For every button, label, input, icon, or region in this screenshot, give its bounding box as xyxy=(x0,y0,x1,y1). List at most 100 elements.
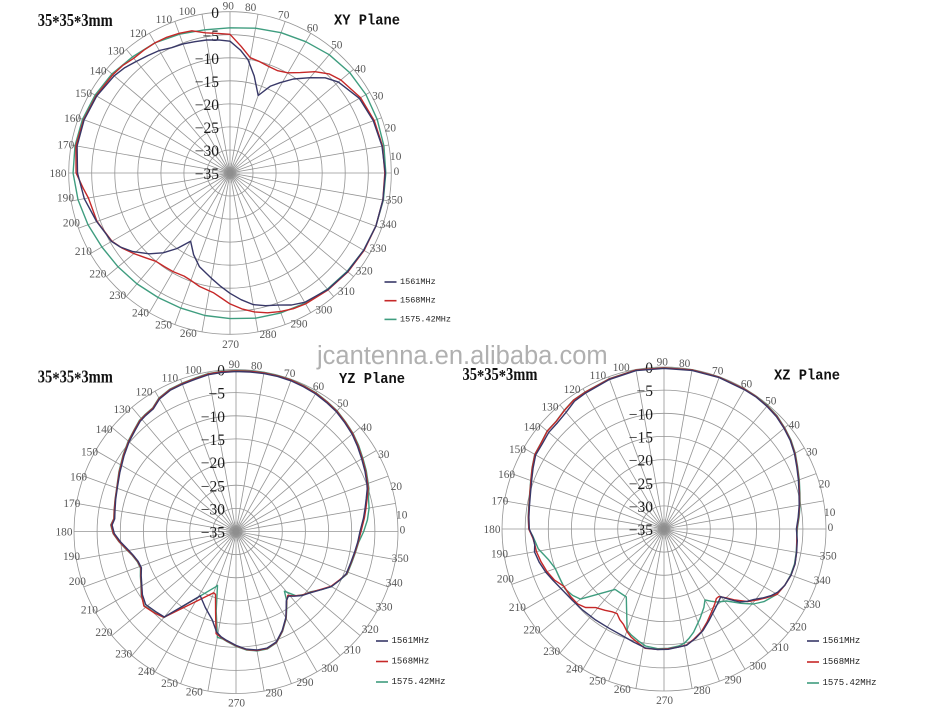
svg-text:160: 160 xyxy=(64,113,81,125)
svg-text:190: 190 xyxy=(63,551,80,563)
svg-text:70: 70 xyxy=(712,365,724,377)
svg-text:80: 80 xyxy=(251,360,263,372)
svg-text:1561MHz: 1561MHz xyxy=(392,636,430,646)
svg-text:50: 50 xyxy=(331,39,343,51)
svg-text:150: 150 xyxy=(509,444,526,456)
svg-text:140: 140 xyxy=(524,421,541,433)
svg-text:20: 20 xyxy=(391,481,403,493)
svg-text:80: 80 xyxy=(245,2,257,14)
svg-text:YZ Plane: YZ Plane xyxy=(339,371,405,388)
svg-text:240: 240 xyxy=(566,663,583,675)
svg-text:200: 200 xyxy=(69,576,86,588)
svg-text:−15: −15 xyxy=(629,430,653,447)
svg-text:−25: −25 xyxy=(201,478,225,495)
svg-text:1575.42MHz: 1575.42MHz xyxy=(392,677,446,687)
svg-text:320: 320 xyxy=(362,624,379,636)
svg-text:40: 40 xyxy=(789,419,801,431)
svg-text:200: 200 xyxy=(497,574,514,586)
svg-text:−15: −15 xyxy=(201,432,225,449)
svg-text:300: 300 xyxy=(321,663,338,675)
svg-text:1575.42MHz: 1575.42MHz xyxy=(823,678,877,688)
svg-text:160: 160 xyxy=(498,469,515,481)
svg-text:320: 320 xyxy=(356,266,373,278)
svg-text:−10: −10 xyxy=(195,51,219,68)
svg-text:190: 190 xyxy=(57,193,74,205)
svg-text:−30: −30 xyxy=(195,143,219,160)
svg-text:−20: −20 xyxy=(195,97,219,114)
svg-text:−20: −20 xyxy=(201,455,225,472)
svg-text:40: 40 xyxy=(361,422,373,434)
svg-text:320: 320 xyxy=(790,622,807,634)
svg-text:100: 100 xyxy=(613,362,630,374)
svg-text:110: 110 xyxy=(162,373,179,385)
svg-text:310: 310 xyxy=(344,645,361,657)
svg-text:250: 250 xyxy=(589,676,606,688)
svg-text:10: 10 xyxy=(396,510,408,522)
svg-text:−10: −10 xyxy=(629,406,653,423)
svg-text:80: 80 xyxy=(679,358,691,370)
svg-text:170: 170 xyxy=(63,498,80,510)
svg-text:270: 270 xyxy=(656,695,673,707)
svg-text:170: 170 xyxy=(491,496,508,508)
svg-text:160: 160 xyxy=(70,471,87,483)
svg-text:90: 90 xyxy=(657,357,669,369)
svg-text:140: 140 xyxy=(96,424,113,436)
svg-text:340: 340 xyxy=(814,575,831,587)
svg-text:60: 60 xyxy=(741,378,753,390)
svg-text:150: 150 xyxy=(75,88,92,100)
svg-text:50: 50 xyxy=(337,398,349,410)
svg-text:−5: −5 xyxy=(209,386,226,403)
svg-text:20: 20 xyxy=(385,123,397,135)
svg-text:210: 210 xyxy=(509,602,526,614)
svg-text:150: 150 xyxy=(81,446,98,458)
svg-text:0: 0 xyxy=(828,522,834,534)
svg-text:130: 130 xyxy=(542,402,559,414)
svg-text:−35: −35 xyxy=(201,525,225,542)
svg-text:−10: −10 xyxy=(201,409,225,426)
svg-text:−15: −15 xyxy=(195,74,219,91)
svg-text:1568MHz: 1568MHz xyxy=(823,657,861,667)
svg-text:20: 20 xyxy=(819,479,831,491)
svg-text:140: 140 xyxy=(90,65,107,77)
svg-text:1575.42MHz: 1575.42MHz xyxy=(400,314,451,324)
svg-text:240: 240 xyxy=(138,666,155,678)
svg-text:330: 330 xyxy=(370,243,387,255)
svg-text:90: 90 xyxy=(223,1,235,13)
svg-text:290: 290 xyxy=(291,319,308,331)
svg-text:200: 200 xyxy=(63,218,80,230)
svg-text:240: 240 xyxy=(132,307,149,319)
svg-text:30: 30 xyxy=(806,446,818,458)
svg-text:35*35*3mm: 35*35*3mm xyxy=(38,10,113,32)
svg-text:220: 220 xyxy=(95,627,112,639)
svg-text:60: 60 xyxy=(307,22,319,34)
svg-text:230: 230 xyxy=(109,290,126,302)
svg-text:70: 70 xyxy=(284,368,296,380)
svg-text:280: 280 xyxy=(266,688,283,700)
svg-text:0: 0 xyxy=(394,166,400,178)
svg-text:XY Plane: XY Plane xyxy=(334,13,400,30)
svg-text:−20: −20 xyxy=(629,453,653,470)
svg-text:1561MHz: 1561MHz xyxy=(400,277,436,287)
svg-text:330: 330 xyxy=(376,602,393,614)
svg-text:30: 30 xyxy=(378,449,390,461)
svg-text:100: 100 xyxy=(179,6,196,18)
svg-text:130: 130 xyxy=(108,46,125,58)
svg-text:220: 220 xyxy=(523,624,540,636)
svg-text:−25: −25 xyxy=(629,476,653,493)
svg-text:300: 300 xyxy=(315,305,332,317)
svg-text:340: 340 xyxy=(386,578,403,590)
svg-text:1568MHz: 1568MHz xyxy=(400,296,436,306)
svg-text:60: 60 xyxy=(313,381,325,393)
svg-text:jcantenna.en.alibaba.com: jcantenna.en.alibaba.com xyxy=(316,342,608,370)
svg-text:50: 50 xyxy=(765,395,777,407)
svg-text:10: 10 xyxy=(824,507,836,519)
svg-text:350: 350 xyxy=(392,553,409,565)
svg-text:−25: −25 xyxy=(195,120,219,137)
svg-text:260: 260 xyxy=(186,687,203,699)
svg-text:1561MHz: 1561MHz xyxy=(823,636,861,646)
svg-text:220: 220 xyxy=(89,268,106,280)
svg-text:120: 120 xyxy=(564,384,581,396)
svg-text:290: 290 xyxy=(725,675,742,687)
svg-text:−5: −5 xyxy=(637,383,654,400)
svg-text:340: 340 xyxy=(380,219,397,231)
